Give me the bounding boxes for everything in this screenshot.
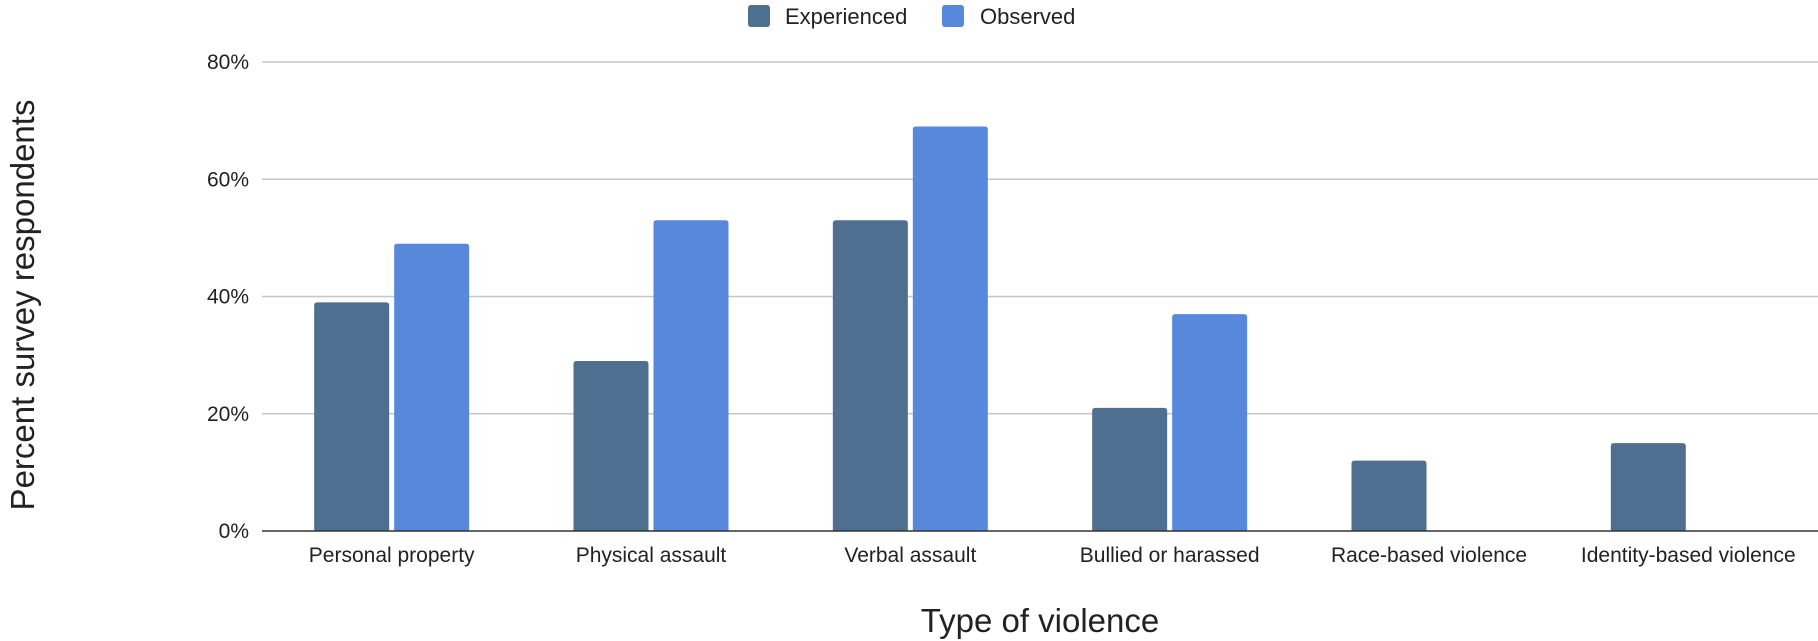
x-category-label: Race-based violence [1331,544,1527,567]
bars [314,126,1686,532]
x-category-label: Verbal assault [844,544,976,567]
legend-label: Observed [980,4,1075,29]
legend-swatch [748,5,770,27]
bar-experienced [1092,407,1168,531]
bar-observed [1172,314,1248,531]
y-tick-label: 40% [207,286,249,309]
x-axis-title: Type of violence [921,602,1159,639]
bar-observed [653,220,729,531]
bar-experienced [573,360,649,531]
y-tick-label: 60% [207,168,249,191]
x-category-label: Bullied or harassed [1080,544,1260,567]
legend: Experienced Observed [748,4,1075,29]
bar-experienced [314,302,390,531]
bar-observed [912,126,988,532]
bar-observed [394,243,470,532]
gridlines [262,61,1818,415]
legend-swatch [942,5,964,27]
y-axis-ticks: 0% 20% 40% 60% 80% [207,51,249,543]
y-axis-title: Percent survey respondents [4,100,41,511]
x-category-label: Identity-based violence [1581,544,1796,567]
bar-experienced [832,220,908,531]
x-category-label: Personal property [309,544,475,567]
bar-experienced [1610,443,1686,531]
legend-label: Experienced [785,4,907,29]
y-tick-label: 20% [207,403,249,426]
bar-experienced [1351,460,1427,531]
x-category-label: Physical assault [576,544,727,567]
x-axis-category-labels: Personal property Physical assault Verbal … [309,544,1796,567]
y-tick-label: 80% [207,51,249,74]
y-tick-label: 0% [219,520,249,543]
